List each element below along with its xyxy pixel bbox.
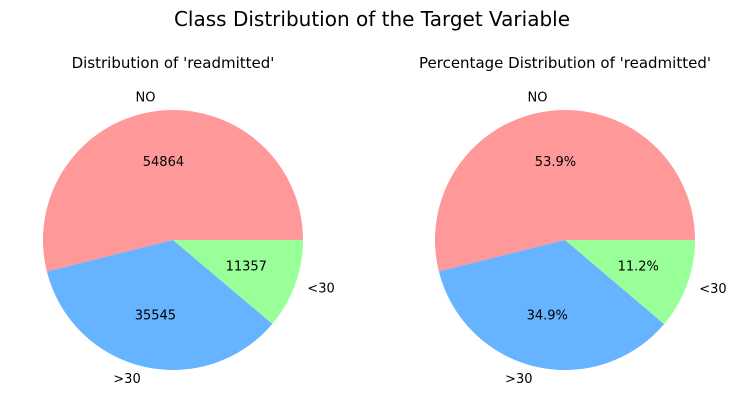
slice-category-label: NO bbox=[136, 91, 156, 106]
slice-category-label: <30 bbox=[307, 282, 334, 297]
pie-chart-percentages: Percentage Distribution of 'readmitted' … bbox=[419, 54, 727, 387]
pie-slices bbox=[434, 109, 695, 371]
chart-title: Distribution of 'readmitted' bbox=[72, 54, 275, 72]
pie-slice-gt30 bbox=[46, 240, 273, 370]
pie-slice-no bbox=[434, 109, 695, 272]
pie-slice-gt30 bbox=[438, 240, 665, 371]
pie-slice-lt30 bbox=[173, 240, 303, 324]
slice-value-label: 54864 bbox=[143, 155, 184, 170]
slice-category-label: >30 bbox=[113, 372, 140, 387]
pie-slice-no bbox=[43, 110, 304, 272]
slice-category-label: NO bbox=[528, 91, 548, 106]
pie-slice-lt30 bbox=[565, 240, 695, 325]
pie-labels: NO 53.9% >30 34.9% <30 11.2% bbox=[505, 91, 727, 387]
slice-value-label: 34.9% bbox=[527, 308, 568, 323]
slice-category-label: <30 bbox=[699, 282, 726, 297]
slice-category-label: >30 bbox=[505, 372, 532, 387]
chart-title: Percentage Distribution of 'readmitted' bbox=[419, 54, 711, 72]
figure-title: Class Distribution of the Target Variabl… bbox=[174, 7, 570, 31]
slice-value-label: 11.2% bbox=[618, 259, 659, 274]
slice-value-label: 53.9% bbox=[535, 155, 576, 170]
slice-value-label: 11357 bbox=[226, 259, 267, 274]
pie-slices bbox=[43, 110, 304, 370]
pie-chart-counts: Distribution of 'readmitted' NO 54864 >30 3… bbox=[43, 54, 335, 387]
pie-labels: NO 54864 >30 35545 <30 11357 bbox=[113, 91, 334, 387]
slice-value-label: 35545 bbox=[135, 308, 176, 323]
